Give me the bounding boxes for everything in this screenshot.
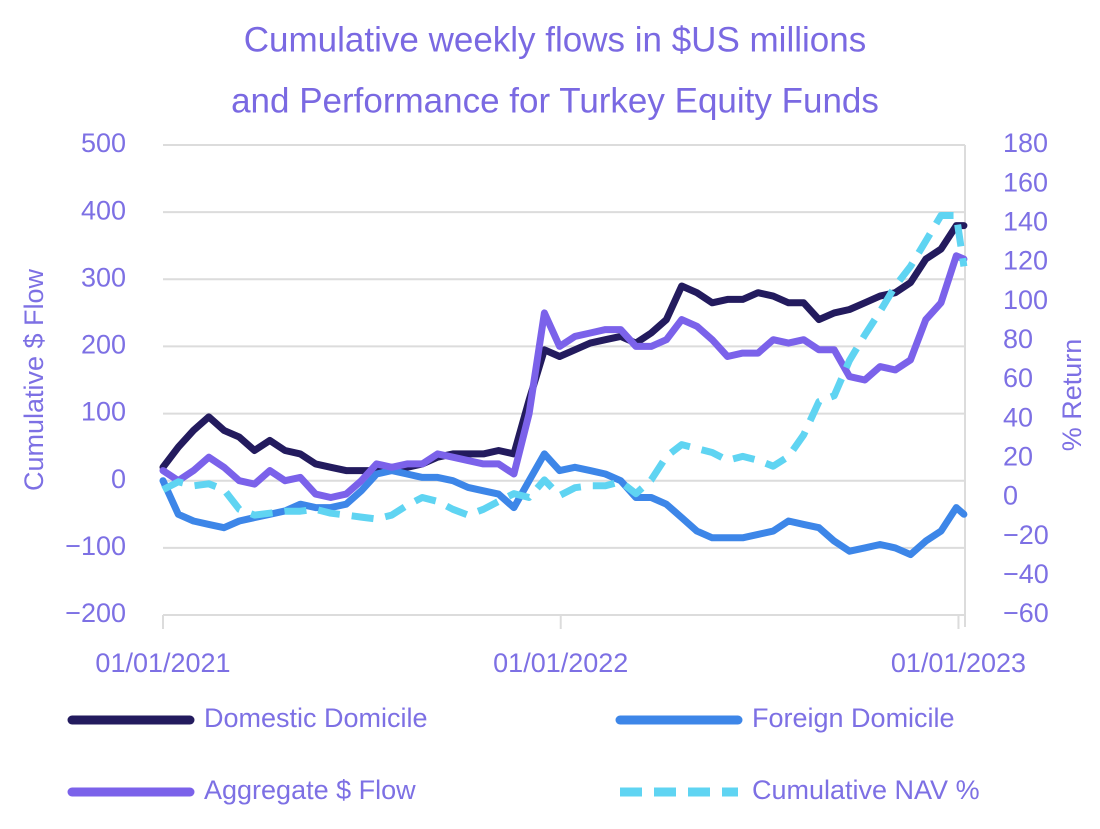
y2-tick-label: 180 <box>1003 128 1048 158</box>
y2-tick-label: 140 <box>1003 206 1048 236</box>
y-tick-label: 100 <box>81 397 126 427</box>
y-tick-label: 0 <box>111 464 126 494</box>
y-tick-label: 500 <box>81 128 126 158</box>
y2-tick-label: −20 <box>1003 520 1049 550</box>
y2-tick-label: 160 <box>1003 167 1048 197</box>
y2-tick-label: 0 <box>1003 481 1018 511</box>
y-tick-label: 200 <box>81 330 126 360</box>
legend-label: Foreign Domicile <box>752 703 955 733</box>
series-line <box>159 252 968 501</box>
x-tick-label: 01/01/2023 <box>891 648 1026 678</box>
series-line <box>159 450 968 559</box>
y2-tick-label: −40 <box>1003 559 1049 589</box>
y-tick-label: −200 <box>65 598 126 628</box>
y-tick-label: 400 <box>81 195 126 225</box>
y-tick-label: −100 <box>65 531 126 561</box>
y2-tick-label: 40 <box>1003 402 1033 432</box>
y-tick-label: 300 <box>81 262 126 292</box>
series-line <box>161 212 968 523</box>
y2-tick-label: 20 <box>1003 441 1033 471</box>
x-tick-label: 01/01/2021 <box>95 648 230 678</box>
y2-tick-label: 60 <box>1003 363 1033 393</box>
y2-tick-label: 100 <box>1003 285 1048 315</box>
x-tick-label: 01/01/2022 <box>493 648 628 678</box>
y2-tick-label: −60 <box>1003 598 1049 628</box>
legend-label: Domestic Domicile <box>204 703 428 733</box>
legend-label: Aggregate $ Flow <box>204 775 416 805</box>
y2-tick-label: 80 <box>1003 324 1033 354</box>
legend-label: Cumulative NAV % <box>752 775 980 805</box>
series-line <box>159 222 968 475</box>
y-axis-label: Cumulative $ Flow <box>19 268 49 491</box>
chart-subtitle: and Performance for Turkey Equity Funds <box>231 81 879 120</box>
chart-title: Cumulative weekly flows in $US millions <box>244 20 866 59</box>
y2-tick-label: 120 <box>1003 246 1048 276</box>
y2-axis-label: % Return <box>1057 339 1087 452</box>
